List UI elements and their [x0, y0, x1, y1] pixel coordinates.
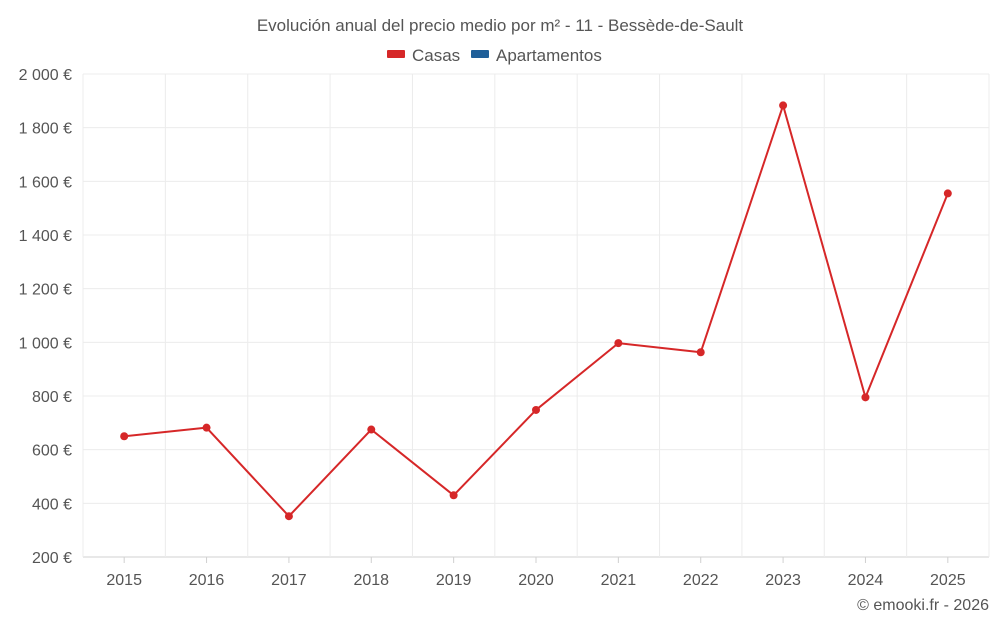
- legend-swatch-apartamentos: [471, 50, 489, 58]
- y-tick-label: 1 200 €: [19, 282, 72, 299]
- legend-label-apartamentos: Apartamentos: [496, 46, 602, 65]
- x-tick-label: 2021: [601, 572, 637, 589]
- series-casas: [120, 101, 952, 521]
- x-tick-label: 2022: [683, 572, 719, 589]
- y-tick-label: 800 €: [32, 389, 72, 406]
- data-point-2025[interactable]: [943, 189, 952, 198]
- data-point-2018[interactable]: [367, 425, 376, 434]
- x-tick-label: 2016: [189, 572, 225, 589]
- x-tick-label: 2025: [930, 572, 966, 589]
- x-tick-label: 2018: [353, 572, 389, 589]
- legend-item-casas[interactable]: Casas: [387, 46, 460, 65]
- y-tick-label: 200 €: [32, 550, 72, 567]
- x-tick-label: 2020: [518, 572, 554, 589]
- legend: Casas Apartamentos: [387, 46, 602, 65]
- data-point-2016[interactable]: [202, 423, 211, 432]
- y-tick-label: 400 €: [32, 496, 72, 513]
- y-tick-label: 1 000 €: [19, 335, 72, 352]
- x-tick-label: 2024: [848, 572, 884, 589]
- data-point-2017[interactable]: [284, 512, 293, 521]
- chart-title: Evolución anual del precio medio por m² …: [257, 16, 744, 35]
- data-point-2015[interactable]: [120, 432, 129, 441]
- x-tick-label: 2019: [436, 572, 472, 589]
- y-tick-label: 1 400 €: [19, 228, 72, 245]
- y-tick-label: 2 000 €: [19, 67, 72, 84]
- credit-text: © emooki.fr - 2026: [857, 597, 989, 614]
- data-point-2019[interactable]: [449, 491, 458, 500]
- legend-label-casas: Casas: [412, 46, 460, 65]
- data-point-2023[interactable]: [779, 101, 788, 110]
- x-tick-label: 2017: [271, 572, 307, 589]
- x-tick-label: 2023: [765, 572, 801, 589]
- y-axis: 2 000 € 1 800 € 1 600 € 1 400 € 1 200 € 1 000…: [19, 67, 72, 567]
- x-tick-label: 2015: [106, 572, 142, 589]
- data-point-2022[interactable]: [696, 348, 705, 357]
- legend-swatch-casas: [387, 50, 405, 58]
- legend-item-apartamentos[interactable]: Apartamentos: [471, 46, 602, 65]
- data-point-2020[interactable]: [532, 405, 540, 414]
- y-tick-label: 1 600 €: [19, 174, 72, 191]
- data-point-2021[interactable]: [614, 339, 623, 348]
- y-tick-label: 1 800 €: [19, 121, 72, 138]
- grid: [82, 73, 990, 558]
- y-tick-label: 600 €: [32, 443, 72, 460]
- x-axis: 2015 2016 2017 2018 2019 2020 2021 2022 2023 2024…: [106, 557, 966, 589]
- data-point-2024[interactable]: [861, 393, 870, 402]
